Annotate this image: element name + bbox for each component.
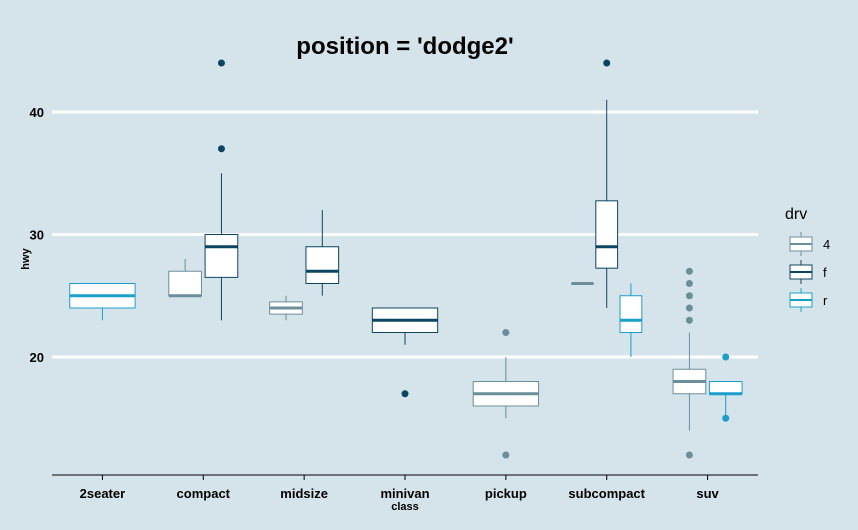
outlier-point [685, 316, 693, 324]
x-tick-label: pickup [485, 486, 527, 501]
legend: drv 4 fr [785, 206, 830, 312]
box-subcompact-4 [571, 282, 594, 285]
legend-label: r [823, 293, 828, 308]
legend-title: drv [785, 206, 807, 223]
y-axis-label: hwy [20, 247, 32, 269]
box-body [619, 295, 643, 333]
legend-label: 4 [823, 237, 830, 252]
box-compact-f [204, 59, 239, 321]
legend-key-4 [789, 232, 813, 256]
x-tick-label: 2seater [80, 486, 126, 501]
outlier-point [502, 329, 510, 336]
outlier-point [603, 59, 611, 67]
x-tick-label: midsize [280, 486, 328, 501]
box-midsize-f [305, 210, 340, 296]
outlier-point [685, 304, 693, 312]
outlier-point [217, 59, 225, 67]
box-body [305, 246, 340, 284]
outlier-point [722, 414, 730, 422]
grid [52, 110, 758, 359]
box-pickup-4 [472, 329, 540, 459]
box-body [168, 270, 202, 297]
y-tick-labels: 20 30 40 [30, 105, 44, 365]
chart-title: position = 'dodge2' [296, 33, 513, 60]
x-tick-labels: 2seater compact midsize minivan pickup subcom… [80, 475, 720, 501]
x-tick-label: subcompact [568, 486, 645, 501]
box-body [708, 381, 743, 395]
outlier-point [685, 267, 693, 275]
legend-key-r [789, 288, 813, 312]
y-tick-label: 20 [30, 350, 44, 365]
box-body [595, 200, 619, 269]
box-body [204, 234, 239, 278]
outlier-point [685, 292, 693, 300]
box-midsize-4 [269, 295, 303, 321]
box-minivan-f [371, 307, 439, 398]
outlier-point [685, 280, 693, 287]
legend-key-f [789, 260, 813, 284]
box-subcompact-r [619, 283, 643, 357]
legend-label: f [823, 265, 827, 280]
y-tick-label: 30 [30, 228, 44, 243]
box-suv-4 [672, 267, 707, 459]
y-tick-label: 40 [30, 105, 44, 120]
x-tick-label: minivan [380, 486, 429, 501]
plot-area [69, 59, 743, 459]
x-tick-label: compact [177, 486, 231, 501]
outlier-point [502, 451, 510, 459]
outlier-point [401, 390, 409, 398]
x-axis-label: class [391, 501, 419, 513]
box-subcompact-f [595, 59, 619, 308]
box-compact-4 [168, 259, 202, 298]
box-suv-r [708, 353, 743, 422]
outlier-point [685, 451, 693, 459]
box-2seater-r [69, 283, 136, 321]
outlier-point [722, 353, 730, 361]
x-tick-label: suv [696, 486, 719, 501]
outlier-point [217, 145, 225, 153]
